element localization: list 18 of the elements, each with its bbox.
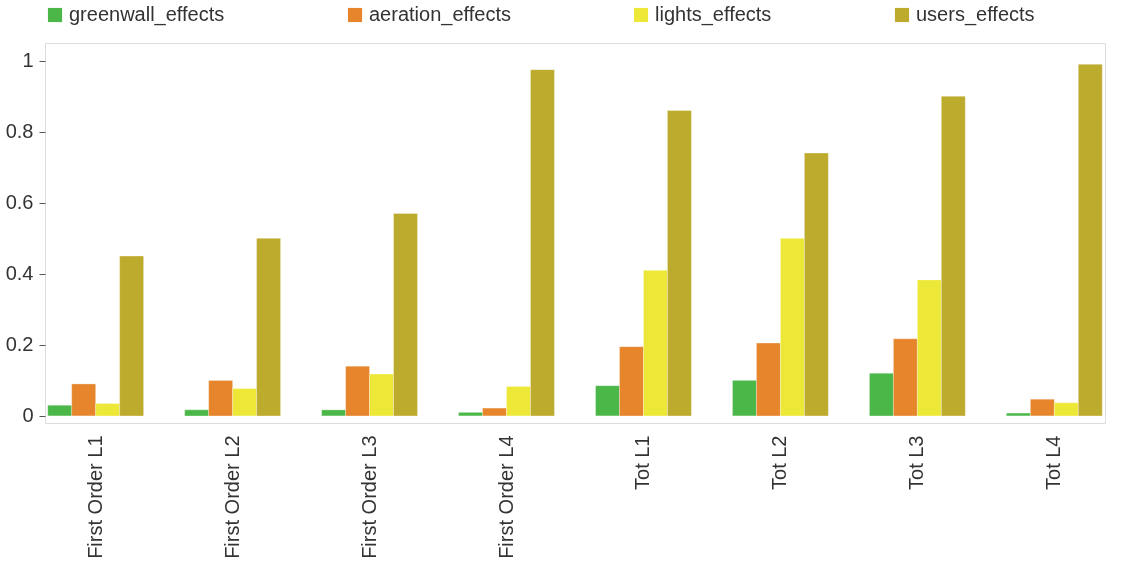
- legend-label: lights_effects: [655, 3, 772, 26]
- y-tick-label: 0: [22, 404, 34, 427]
- x-tick-label: First Order L1: [83, 435, 106, 559]
- x-tick-label: Tot L2: [768, 435, 791, 490]
- x-tick-label: Tot L4: [1042, 435, 1065, 490]
- y-tick-label: 0.8: [5, 120, 34, 143]
- y-tick-label: 0.2: [5, 333, 34, 356]
- x-tick-label: First Order L4: [494, 435, 517, 559]
- x-tick-label: Tot L3: [905, 435, 928, 490]
- x-tick-label: First Order L2: [220, 435, 243, 559]
- y-tick-label: 0.4: [5, 262, 34, 285]
- y-tick-label: 1: [22, 49, 34, 72]
- x-tick-label: First Order L3: [357, 435, 380, 559]
- legend-label: users_effects: [916, 3, 1035, 26]
- y-tick-label: 0.6: [5, 191, 34, 214]
- legend-label: aeration_effects: [369, 3, 511, 26]
- x-tick-label: Tot L1: [631, 435, 654, 490]
- legend-label: greenwall_effects: [69, 3, 225, 26]
